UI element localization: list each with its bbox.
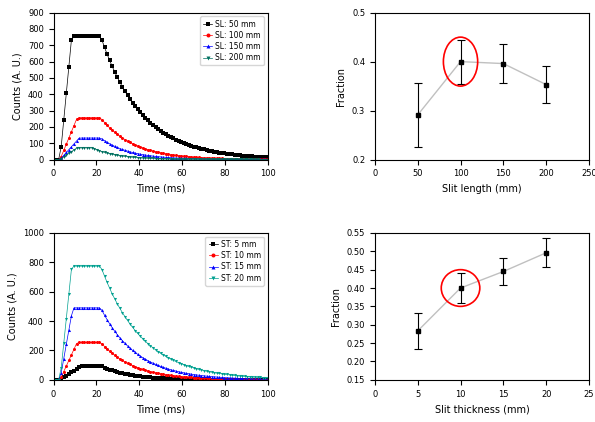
SL: 50 mm: (31, 474): 50 mm: (31, 474)	[116, 80, 123, 85]
ST: 20 mm: (51.2, 170): 20 mm: (51.2, 170)	[159, 352, 167, 357]
Y-axis label: Counts (A. U.): Counts (A. U.)	[7, 273, 17, 340]
Line: SL: 200 mm: SL: 200 mm	[52, 146, 270, 161]
SL: 150 mm: (17.9, 132): 150 mm: (17.9, 132)	[88, 135, 95, 141]
ST: 10 mm: (95.2, 2.18): 10 mm: (95.2, 2.18)	[254, 377, 261, 382]
SL: 200 mm: (17.9, 72): 200 mm: (17.9, 72)	[88, 145, 95, 150]
ST: 10 mm: (31, 143): 10 mm: (31, 143)	[116, 356, 123, 361]
ST: 20 mm: (0, 0): 20 mm: (0, 0)	[50, 377, 57, 382]
SL: 50 mm: (0, 0): 50 mm: (0, 0)	[50, 157, 57, 162]
SL: 50 mm: (51.2, 165): 50 mm: (51.2, 165)	[159, 130, 167, 135]
SL: 200 mm: (11.9, 72): 200 mm: (11.9, 72)	[76, 145, 83, 150]
SL: 100 mm: (35.7, 105): 100 mm: (35.7, 105)	[127, 140, 134, 145]
Line: SL: 150 mm: SL: 150 mm	[52, 136, 270, 161]
SL: 100 mm: (95.2, 2.18): 100 mm: (95.2, 2.18)	[254, 157, 261, 162]
ST: 10 mm: (100, 1.6): 10 mm: (100, 1.6)	[264, 377, 271, 382]
SL: 100 mm: (11.9, 255): 100 mm: (11.9, 255)	[76, 115, 83, 120]
SL: 150 mm: (32.1, 61.7): 150 mm: (32.1, 61.7)	[119, 147, 126, 152]
SL: 150 mm: (31, 67.5): 150 mm: (31, 67.5)	[116, 146, 123, 151]
ST: 10 mm: (17.9, 255): 10 mm: (17.9, 255)	[88, 340, 95, 345]
SL: 50 mm: (35.7, 370): 50 mm: (35.7, 370)	[127, 97, 134, 102]
ST: 20 mm: (95.2, 17.2): 20 mm: (95.2, 17.2)	[254, 375, 261, 380]
ST: 20 mm: (9.52, 775): 20 mm: (9.52, 775)	[70, 263, 77, 268]
Y-axis label: Fraction: Fraction	[331, 287, 341, 326]
Legend: SL: 50 mm, SL: 100 mm, SL: 150 mm, SL: 200 mm: SL: 50 mm, SL: 100 mm, SL: 150 mm, SL: 2…	[200, 16, 264, 65]
Y-axis label: Counts (A. U.): Counts (A. U.)	[12, 52, 23, 120]
Legend: ST: 5 mm, ST: 10 mm, ST: 15 mm, ST: 20 mm: ST: 5 mm, ST: 10 mm, ST: 15 mm, ST: 20 m…	[205, 237, 264, 286]
ST: 20 mm: (35.7, 380): 20 mm: (35.7, 380)	[127, 322, 134, 327]
Line: ST: 15 mm: ST: 15 mm	[52, 306, 270, 381]
ST: 5 mm: (32.1, 44.4): 5 mm: (32.1, 44.4)	[119, 371, 126, 376]
SL: 150 mm: (51.2, 14.8): 150 mm: (51.2, 14.8)	[159, 154, 167, 160]
ST: 20 mm: (31, 487): 20 mm: (31, 487)	[116, 306, 123, 311]
ST: 15 mm: (35.7, 215): 15 mm: (35.7, 215)	[127, 346, 134, 351]
ST: 20 mm: (32.1, 457): 20 mm: (32.1, 457)	[119, 310, 126, 315]
SL: 150 mm: (0, 0): 150 mm: (0, 0)	[50, 157, 57, 162]
ST: 5 mm: (13.1, 95): 5 mm: (13.1, 95)	[78, 363, 85, 368]
SL: 150 mm: (100, 0.38): 150 mm: (100, 0.38)	[264, 157, 271, 162]
ST: 5 mm: (0, 0): 5 mm: (0, 0)	[50, 377, 57, 382]
Line: ST: 20 mm: ST: 20 mm	[52, 265, 270, 381]
SL: 150 mm: (13.1, 132): 150 mm: (13.1, 132)	[78, 135, 85, 141]
ST: 10 mm: (0, 0): 10 mm: (0, 0)	[50, 377, 57, 382]
SL: 100 mm: (32.1, 132): 100 mm: (32.1, 132)	[119, 135, 126, 141]
SL: 150 mm: (95.2, 0.543): 150 mm: (95.2, 0.543)	[254, 157, 261, 162]
ST: 5 mm: (95.2, 0.391): 5 mm: (95.2, 0.391)	[254, 377, 261, 382]
X-axis label: Slit length (mm): Slit length (mm)	[442, 184, 522, 194]
ST: 15 mm: (0, 0): 15 mm: (0, 0)	[50, 377, 57, 382]
SL: 200 mm: (0, 0): 200 mm: (0, 0)	[50, 157, 57, 162]
Line: ST: 10 mm: ST: 10 mm	[52, 341, 270, 381]
SL: 100 mm: (31, 143): 100 mm: (31, 143)	[116, 134, 123, 139]
X-axis label: Time (ms): Time (ms)	[136, 184, 185, 194]
ST: 10 mm: (51.2, 38.2): 10 mm: (51.2, 38.2)	[159, 372, 167, 377]
Y-axis label: Fraction: Fraction	[336, 67, 346, 106]
ST: 5 mm: (35.7, 34): 5 mm: (35.7, 34)	[127, 372, 134, 377]
SL: 200 mm: (51.2, 4.29): 200 mm: (51.2, 4.29)	[159, 156, 167, 161]
ST: 15 mm: (51.2, 85): 15 mm: (51.2, 85)	[159, 365, 167, 370]
ST: 10 mm: (32.1, 132): 10 mm: (32.1, 132)	[119, 358, 126, 363]
ST: 5 mm: (100, 0.274): 5 mm: (100, 0.274)	[264, 377, 271, 382]
SL: 100 mm: (51.2, 38.2): 100 mm: (51.2, 38.2)	[159, 151, 167, 156]
SL: 50 mm: (32.1, 446): 50 mm: (32.1, 446)	[119, 84, 126, 89]
SL: 200 mm: (100, 0.0677): 200 mm: (100, 0.0677)	[264, 157, 271, 162]
SL: 50 mm: (100, 13.1): 50 mm: (100, 13.1)	[264, 155, 271, 160]
Line: SL: 100 mm: SL: 100 mm	[52, 116, 270, 161]
ST: 15 mm: (17.9, 490): 15 mm: (17.9, 490)	[88, 305, 95, 310]
ST: 10 mm: (35.7, 105): 10 mm: (35.7, 105)	[127, 362, 134, 367]
ST: 15 mm: (95.2, 6.05): 15 mm: (95.2, 6.05)	[254, 376, 261, 381]
Line: SL: 50 mm: SL: 50 mm	[52, 35, 270, 161]
X-axis label: Time (ms): Time (ms)	[136, 404, 185, 414]
X-axis label: Slit thickness (mm): Slit thickness (mm)	[434, 404, 530, 414]
ST: 5 mm: (17.9, 95): 5 mm: (17.9, 95)	[88, 363, 95, 368]
Line: ST: 5 mm: ST: 5 mm	[52, 364, 270, 381]
ST: 15 mm: (32.1, 267): 15 mm: (32.1, 267)	[119, 338, 126, 343]
SL: 50 mm: (17.9, 755): 50 mm: (17.9, 755)	[88, 34, 95, 39]
ST: 10 mm: (11.9, 255): 10 mm: (11.9, 255)	[76, 340, 83, 345]
SL: 200 mm: (32.1, 21.6): 200 mm: (32.1, 21.6)	[119, 154, 126, 159]
ST: 5 mm: (51.2, 10.6): 5 mm: (51.2, 10.6)	[159, 376, 167, 381]
SL: 50 mm: (95.2, 16.7): 50 mm: (95.2, 16.7)	[254, 154, 261, 160]
ST: 15 mm: (31, 286): 15 mm: (31, 286)	[116, 335, 123, 340]
ST: 15 mm: (9.52, 490): 15 mm: (9.52, 490)	[70, 305, 77, 310]
ST: 15 mm: (100, 4.55): 15 mm: (100, 4.55)	[264, 376, 271, 381]
SL: 50 mm: (9.52, 755): 50 mm: (9.52, 755)	[70, 34, 77, 39]
SL: 100 mm: (100, 1.6): 100 mm: (100, 1.6)	[264, 157, 271, 162]
SL: 200 mm: (35.7, 16): 200 mm: (35.7, 16)	[127, 154, 134, 160]
SL: 200 mm: (95.2, 0.101): 200 mm: (95.2, 0.101)	[254, 157, 261, 162]
ST: 5 mm: (31, 48.5): 5 mm: (31, 48.5)	[116, 370, 123, 375]
SL: 100 mm: (17.9, 255): 100 mm: (17.9, 255)	[88, 115, 95, 120]
ST: 20 mm: (17.9, 775): 20 mm: (17.9, 775)	[88, 263, 95, 268]
SL: 150 mm: (35.7, 47.2): 150 mm: (35.7, 47.2)	[127, 149, 134, 154]
SL: 200 mm: (31, 23.9): 200 mm: (31, 23.9)	[116, 153, 123, 158]
SL: 100 mm: (0, 0): 100 mm: (0, 0)	[50, 157, 57, 162]
ST: 20 mm: (100, 13.4): 20 mm: (100, 13.4)	[264, 375, 271, 380]
